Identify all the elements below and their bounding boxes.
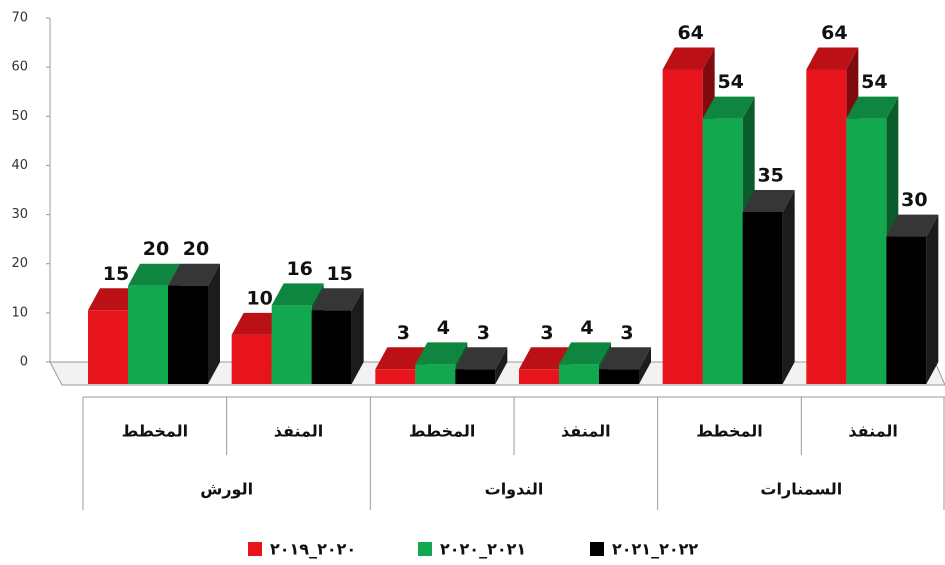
legend-swatch [590,542,604,556]
value-label: 10 [246,287,272,309]
value-label: 4 [580,317,593,339]
bar-top [846,96,899,119]
x-tick-label: المنفذ [848,422,898,441]
y-tick-label: 40 [11,158,28,173]
y-tick-label: 60 [11,60,28,75]
bar [375,369,416,384]
bar [88,310,128,384]
y-tick-label: 50 [11,109,28,124]
group-label: الورش [200,480,253,499]
value-label: 64 [677,22,703,44]
bar-top [128,263,180,286]
bar-top [519,347,571,370]
bar [702,118,743,384]
bar [662,69,703,384]
bar-side [926,214,939,384]
bar [886,236,927,384]
legend-label: ٢٠٢١_٢٠٢٠ [440,540,526,559]
value-label: 3 [620,322,633,344]
x-tick-label: المنفذ [561,422,611,441]
bar-side [495,347,508,384]
value-label: 20 [183,238,209,260]
bar [271,305,312,384]
bar-top [311,288,364,311]
value-label: 35 [757,165,783,187]
value-label: 15 [326,263,352,285]
bar [519,369,559,384]
bar [415,364,456,384]
y-tick-label: 30 [11,207,28,222]
legend-label: ٢٠٢٢_٢٠٢١ [612,540,698,559]
legend-label: ٢٠٢٠_٢٠١٩ [270,540,356,559]
bar [599,369,639,384]
value-label: 54 [861,71,887,93]
y-tick-label: 0 [20,355,28,370]
x-tick-label: المنفذ [274,422,324,441]
bar [559,364,599,384]
bar-top [88,288,140,311]
bar-top [662,47,715,70]
bar-side [782,190,795,384]
bar-top [806,47,859,70]
value-label: 3 [397,322,410,344]
bar-top [702,96,755,119]
bar [168,285,208,384]
group-label: الندوات [485,480,544,499]
bar [311,310,352,384]
value-label: 16 [286,258,312,280]
bar-top [455,347,508,370]
bar-side [639,347,651,384]
legend-swatch [248,542,262,556]
bar [231,334,272,384]
bar-side [208,263,220,384]
bar-top [168,263,220,286]
y-tick-label: 70 [11,11,28,26]
bar-top [742,190,795,212]
bar-top [599,347,651,370]
y-tick-label: 10 [11,305,28,320]
bar-top [375,347,428,370]
value-label: 64 [821,22,847,44]
value-label: 4 [437,317,450,339]
bar [128,285,168,384]
bar [455,369,496,384]
bar-side [351,288,364,384]
x-tick-label: المخطط [409,422,475,441]
bar-top [886,214,939,237]
value-label: 3 [540,322,553,344]
value-label: 3 [477,322,490,344]
bar [806,69,847,384]
bar [742,212,783,384]
value-label: 54 [717,71,743,93]
bar-top [559,342,611,365]
value-label: 30 [901,189,927,211]
value-label: 15 [103,263,129,285]
legend-swatch [418,542,432,556]
bar [846,118,887,384]
group-label: السمنارات [760,480,842,499]
x-tick-label: المخطط [122,422,188,441]
value-label: 20 [143,238,169,260]
bar-top [415,342,468,365]
bar-top [271,283,324,306]
bar-top [231,312,284,335]
x-tick-label: المخطط [696,422,762,441]
y-tick-label: 20 [11,256,28,271]
